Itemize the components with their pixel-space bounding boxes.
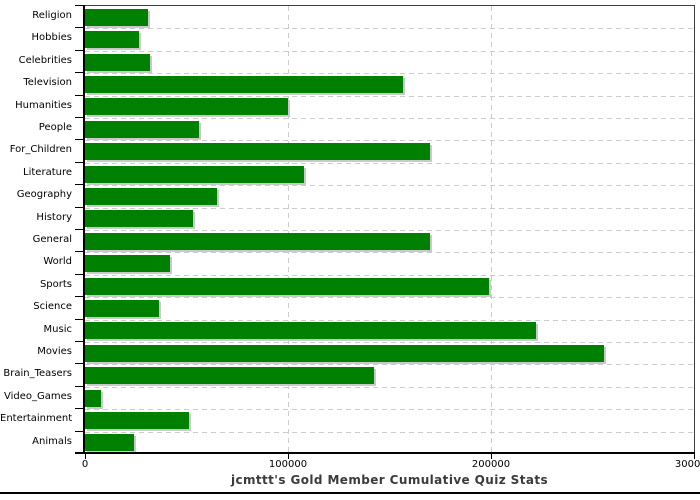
category-label: Brain_Teasers <box>3 368 72 380</box>
category-label: For_Children <box>9 144 72 156</box>
gridline-horizontal <box>85 409 694 411</box>
chart-title: jcmttt's Gold Member Cumulative Quiz Sta… <box>230 473 549 487</box>
bar-sports <box>85 277 489 295</box>
bar-literature <box>85 165 305 183</box>
category-label: History <box>36 211 72 223</box>
bar-video_games <box>85 389 101 407</box>
y-tick <box>75 296 85 298</box>
x-tick <box>694 454 695 459</box>
x-tick-label: 100000 <box>268 459 308 470</box>
bar-religion <box>85 8 148 26</box>
gridline-horizontal <box>85 207 694 209</box>
y-tick <box>75 72 85 74</box>
bar-music <box>85 322 536 340</box>
bar-humanities <box>85 98 288 116</box>
y-tick <box>75 49 85 51</box>
y-tick <box>75 408 85 410</box>
bar-celebrities <box>85 53 150 71</box>
category-label: Movies <box>37 346 72 357</box>
category-label: Geography <box>16 189 72 201</box>
bar-geography <box>85 187 217 205</box>
category-label: Celebrities <box>18 54 72 66</box>
category-label: Religion <box>32 10 72 21</box>
bar-movies <box>85 344 604 362</box>
category-label: Hobbies <box>31 32 72 44</box>
category-label: Television <box>23 77 72 89</box>
bar-for_children <box>85 143 431 161</box>
y-tick <box>75 206 85 208</box>
category-label: Animals <box>32 435 72 447</box>
y-tick <box>75 453 85 454</box>
gridline-horizontal <box>85 319 694 321</box>
gridline-horizontal <box>85 230 694 231</box>
y-tick <box>75 94 85 96</box>
x-tick-label: 200000 <box>471 459 511 470</box>
category-label: Entertainment <box>0 413 73 425</box>
gridline-horizontal <box>85 274 694 276</box>
category-label: Humanities <box>15 99 72 111</box>
gridline-vertical <box>491 6 492 454</box>
gridline-horizontal <box>85 252 694 254</box>
gridline-horizontal <box>85 297 694 299</box>
gridline-horizontal <box>85 386 694 388</box>
x-axis-line <box>75 452 695 454</box>
bottom-divider <box>0 492 700 494</box>
gridline-horizontal <box>85 162 694 164</box>
bar-general <box>85 232 431 250</box>
gridline-horizontal <box>85 342 694 343</box>
x-tick <box>491 454 492 459</box>
y-tick <box>75 229 85 230</box>
category-label: Sports <box>39 278 72 290</box>
gridline-vertical <box>288 6 289 454</box>
x-tick-label: 0 <box>81 459 89 470</box>
bar-animals <box>85 434 134 452</box>
category-label: Music <box>43 323 72 335</box>
y-tick <box>75 184 85 186</box>
y-tick <box>75 385 85 387</box>
category-label: Video_Games <box>4 390 72 402</box>
gridline-horizontal <box>85 73 694 75</box>
gridline-horizontal <box>85 185 694 187</box>
y-tick <box>75 161 85 163</box>
category-label: Science <box>33 301 72 313</box>
y-tick <box>75 363 85 365</box>
bar-hobbies <box>85 31 139 49</box>
y-tick <box>75 318 85 320</box>
gridline-horizontal <box>85 118 694 119</box>
category-label: People <box>38 122 72 133</box>
x-tick-label: 300000 <box>674 459 700 470</box>
gridline-horizontal <box>85 50 694 52</box>
bar-entertainment <box>85 411 189 429</box>
category-label: Literature <box>23 166 72 178</box>
y-tick <box>75 27 85 29</box>
y-tick <box>75 430 85 432</box>
bar-history <box>85 210 193 228</box>
plot-area <box>85 5 695 454</box>
gridline-horizontal <box>85 140 694 142</box>
bar-brain_teasers <box>85 367 375 385</box>
gridline-horizontal <box>85 95 694 97</box>
bar-world <box>85 255 171 273</box>
bar-science <box>85 299 160 317</box>
x-tick <box>288 454 289 459</box>
gridline-horizontal <box>85 431 694 433</box>
y-tick <box>75 341 85 342</box>
y-tick <box>75 5 85 6</box>
bar-television <box>85 75 403 93</box>
y-tick <box>75 139 85 141</box>
y-tick <box>75 273 85 275</box>
y-tick <box>75 117 85 118</box>
bar-people <box>85 120 199 138</box>
category-label: World <box>43 256 72 268</box>
y-tick <box>75 251 85 253</box>
gridline-horizontal <box>85 28 694 30</box>
category-label: General <box>32 234 72 245</box>
gridline-horizontal <box>85 364 694 366</box>
x-tick <box>85 454 86 459</box>
